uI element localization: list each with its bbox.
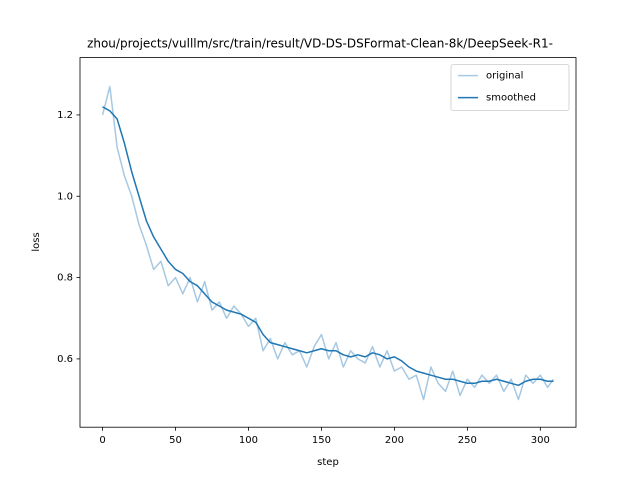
x-axis-label: step — [317, 457, 339, 468]
x-tick-label: 100 — [239, 435, 258, 446]
x-tick-label: 250 — [458, 435, 477, 446]
data-line — [102, 106, 554, 387]
data-line — [101, 85, 555, 401]
y-tick-label: 0.8 — [57, 273, 73, 284]
chart-title: zhou/projects/vulllm/src/train/result/VD… — [87, 37, 553, 51]
x-tick-label: 50 — [169, 435, 182, 446]
x-tick-label: 200 — [385, 435, 404, 446]
x-tick-label: 150 — [312, 435, 331, 446]
x-tick-label: 300 — [531, 435, 550, 446]
legend-label: smoothed — [486, 93, 536, 104]
x-tick-label: 0 — [99, 435, 105, 446]
legend-box — [450, 64, 570, 111]
legend-label: original — [486, 71, 523, 82]
y-tick-label: 1.0 — [57, 191, 73, 202]
plot-frame — [79, 57, 577, 428]
y-tick-label: 0.6 — [57, 354, 73, 365]
y-axis-label: loss — [31, 232, 42, 251]
y-tick-label: 1.2 — [57, 110, 73, 121]
